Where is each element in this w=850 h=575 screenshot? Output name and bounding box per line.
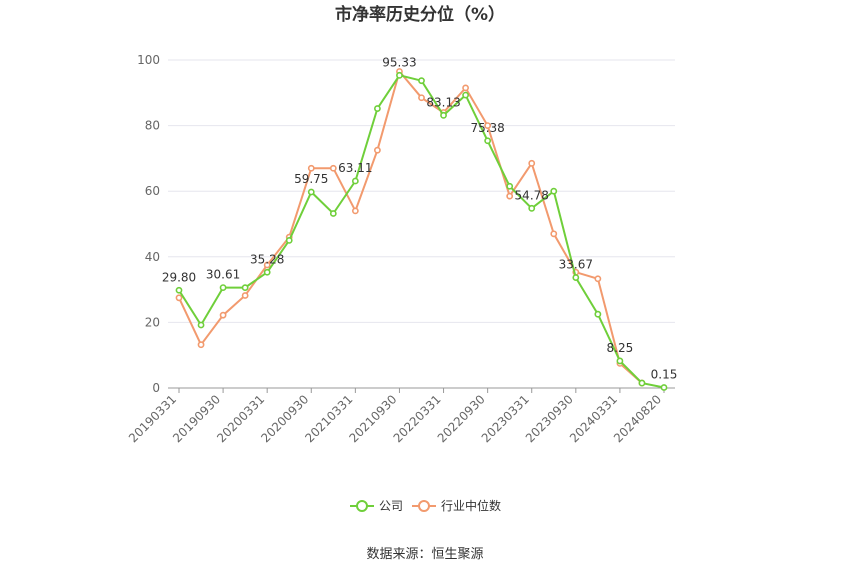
chart-title: 市净率历史分位（%） — [335, 4, 505, 25]
data-point — [351, 177, 359, 185]
series-industry-median — [175, 68, 646, 387]
data-point — [219, 311, 227, 319]
data-point — [484, 122, 492, 129]
series-line — [178, 74, 665, 389]
data-labels: 29.80 30.61 35.28 59.75 63.11 95.33 83.13 75.38… — [162, 55, 678, 381]
data-label: 54.78 — [515, 188, 549, 202]
data-point — [660, 384, 668, 391]
legend-label: 行业中位数 — [441, 498, 501, 513]
data-point — [241, 284, 249, 292]
data-point — [374, 105, 381, 112]
y-tick-label: 40 — [145, 250, 160, 264]
data-point — [616, 357, 624, 365]
series-layer — [175, 68, 668, 391]
data-label: 33.67 — [559, 258, 593, 272]
axes: 0204060801002019033120190930202003312020… — [126, 53, 675, 445]
series-company — [175, 71, 668, 391]
data-label: 8.25 — [607, 341, 634, 355]
data-point — [528, 159, 536, 167]
legend: 公司 行业中位数 — [350, 498, 501, 513]
data-label: 83.13 — [426, 95, 460, 109]
data-point — [484, 137, 492, 145]
data-point — [550, 187, 558, 195]
grid — [168, 59, 675, 323]
data-label: 63.11 — [338, 161, 372, 175]
data-label: 35.28 — [250, 252, 284, 266]
data-point — [462, 91, 469, 99]
data-point — [528, 204, 536, 212]
data-point — [418, 94, 425, 102]
data-point — [197, 341, 205, 349]
data-point — [329, 164, 337, 172]
data-label: 59.75 — [294, 172, 328, 186]
data-label: 29.80 — [162, 270, 196, 284]
y-tick-label: 60 — [145, 184, 160, 198]
data-point — [263, 268, 271, 276]
data-label: 30.61 — [206, 268, 240, 282]
data-point — [285, 236, 293, 244]
y-tick-label: 20 — [145, 315, 160, 329]
data-point — [462, 84, 469, 92]
data-point — [506, 192, 514, 200]
data-point — [440, 111, 447, 119]
data-point — [638, 379, 646, 387]
y-tick-label: 80 — [145, 119, 160, 133]
series-line — [178, 69, 643, 384]
data-point — [572, 274, 580, 281]
data-point — [175, 286, 183, 294]
legend-item: 行业中位数 — [412, 498, 501, 513]
source-note: 数据来源：恒生聚源 — [366, 547, 483, 562]
legend-marker — [418, 500, 430, 512]
legend-label: 公司 — [379, 499, 403, 513]
data-label: 0.15 — [651, 368, 678, 382]
data-label: 95.33 — [382, 55, 416, 69]
data-point — [396, 71, 403, 79]
legend-item: 公司 — [350, 499, 403, 513]
data-point — [263, 261, 271, 269]
data-point — [175, 294, 183, 302]
data-point — [351, 207, 359, 215]
data-point — [241, 292, 249, 299]
data-label: 75.38 — [470, 121, 504, 135]
data-point — [219, 284, 227, 291]
data-point — [307, 188, 315, 196]
data-point — [594, 310, 602, 318]
data-point — [418, 77, 425, 85]
data-point — [550, 230, 558, 238]
data-point — [329, 210, 337, 217]
x-tick-label: 20240820 — [611, 392, 664, 445]
data-point — [506, 182, 514, 190]
data-point — [197, 321, 205, 329]
data-point — [307, 164, 315, 172]
legend-marker — [356, 500, 368, 512]
data-point — [594, 275, 602, 283]
data-point — [374, 146, 381, 154]
y-tick-label: 0 — [152, 381, 160, 395]
y-tick-label: 100 — [137, 53, 160, 67]
